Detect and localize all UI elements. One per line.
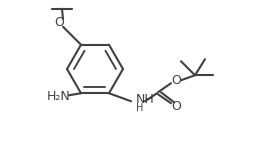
Text: O: O (54, 16, 64, 29)
Text: H₂N: H₂N (47, 90, 71, 103)
Text: O: O (171, 100, 181, 113)
Text: O: O (171, 74, 181, 87)
Text: NH: NH (136, 93, 155, 106)
Text: H: H (136, 103, 143, 113)
